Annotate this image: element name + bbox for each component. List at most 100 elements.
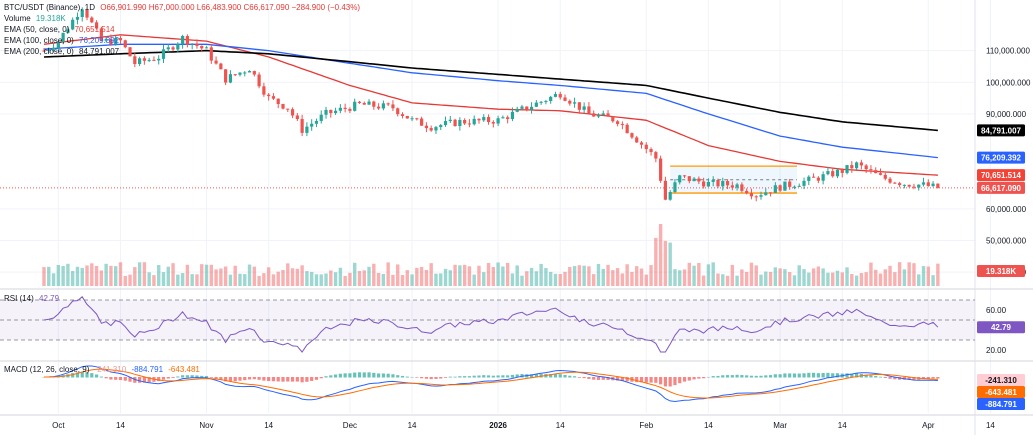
ema50-legend[interactable]: EMA (50, close, 0) 70,651.514: [4, 25, 115, 35]
volume-bar: [926, 266, 930, 286]
candle-body: [171, 47, 175, 50]
volume-bar: [663, 240, 668, 286]
macd-line: [43, 365, 938, 403]
volume-bar: [243, 274, 247, 286]
candle-body: [214, 60, 218, 64]
macd-histogram-bar: [874, 376, 878, 378]
candle-body: [357, 101, 362, 103]
macd-legend[interactable]: MACD (12, 26, close, 9) -241.310 -884.79…: [4, 365, 200, 375]
volume-bar: [147, 272, 151, 286]
candle-body: [324, 109, 328, 115]
macd-histogram-bar: [826, 372, 830, 378]
volume-bar: [238, 273, 242, 286]
macd-histogram-bar: [577, 377, 581, 378]
volume-legend[interactable]: Volume 19.318K: [4, 14, 66, 24]
macd-histogram-bar: [314, 377, 319, 380]
candle-body: [869, 169, 873, 171]
volume-bar: [47, 266, 51, 286]
volume-bar: [85, 265, 89, 286]
volume-bar: [137, 262, 142, 286]
candle-body: [788, 181, 792, 187]
ema50-label: EMA (50, close, 0): [4, 25, 70, 34]
macd-histogram-bar: [835, 373, 840, 378]
volume-bar: [740, 269, 744, 286]
candle-body: [276, 98, 280, 105]
macd-histogram-bar: [310, 377, 314, 381]
candle-body: [424, 125, 428, 129]
candle-body: [749, 193, 754, 197]
candle-body: [329, 109, 333, 114]
macd-histogram-bar: [912, 377, 916, 380]
candle-body: [94, 22, 99, 29]
volume-bar: [635, 266, 639, 286]
symbol-title[interactable]: BTC/USDT (Binance), 1D: [4, 3, 95, 12]
volume-bar: [783, 269, 787, 286]
ema200-legend[interactable]: EMA (200, close, 0) 84,791.007: [4, 47, 119, 57]
candle-body: [415, 118, 419, 120]
candle-body: [620, 123, 624, 125]
candle-body: [90, 17, 94, 23]
volume-bar: [228, 274, 233, 286]
candle-body: [228, 74, 233, 83]
last-price-badge: 66,617.090: [977, 181, 1025, 194]
volume-bar: [295, 268, 300, 286]
volume-bar: [692, 265, 696, 286]
volume-bar: [711, 262, 715, 286]
macd-histogram-bar: [568, 375, 572, 378]
volume-bar: [223, 266, 228, 286]
candle-body: [912, 186, 916, 188]
candle-body: [883, 174, 887, 179]
volume-bar: [577, 265, 582, 286]
price-tick-label: 110,000.000: [986, 47, 1030, 56]
volume-bar: [70, 271, 75, 286]
candle-body: [874, 170, 878, 174]
macd-histogram-bar: [735, 374, 739, 378]
macd-histogram-bar: [434, 377, 438, 379]
candle-body: [878, 173, 883, 175]
candle-body: [821, 174, 825, 181]
macd-histogram-bar: [463, 376, 467, 378]
candle-body: [678, 175, 682, 183]
volume-bar: [443, 268, 448, 286]
ohlc-values: O66,901.990 H67,000.000 L66,483.900 C66,…: [100, 3, 361, 12]
macd-histogram-bar: [467, 376, 472, 378]
macd-histogram-bar: [453, 376, 457, 378]
svg-text:70,651.514: 70,651.514: [981, 171, 1022, 180]
volume-bar: [787, 272, 792, 286]
candle-body: [515, 108, 519, 112]
volume-bar: [859, 273, 864, 286]
volume-bar: [735, 275, 739, 286]
ema100-legend[interactable]: EMA (100, close, 0) 76,209.392: [4, 36, 119, 46]
volume-bar: [448, 270, 452, 286]
volume-bar: [219, 268, 223, 286]
volume-bar: [281, 269, 285, 286]
volume-bar: [816, 266, 821, 286]
rsi-line: [43, 296, 939, 353]
volume-layer: [42, 224, 940, 286]
volume-bar: [701, 275, 706, 286]
macd-histogram-bar: [931, 377, 935, 379]
candle-body: [730, 185, 734, 188]
macd-hist-badge: -241.310: [977, 374, 1025, 386]
macd-histogram-bar: [128, 377, 132, 382]
macd-histogram-bar: [271, 377, 276, 382]
rsi-legend[interactable]: RSI (14) 42.79: [4, 294, 59, 304]
macd-histogram-bar: [477, 375, 481, 378]
macd-histogram-bar: [410, 376, 414, 378]
candle-body: [400, 114, 405, 116]
candle-body: [917, 184, 921, 188]
volume-bar: [247, 264, 252, 286]
macd-histogram-bar: [424, 377, 428, 379]
volume-bar: [300, 265, 304, 286]
candle-body: [840, 169, 844, 173]
volume-bar: [75, 266, 80, 286]
candles-layer: [42, 7, 940, 202]
volume-bar: [90, 263, 94, 286]
macd-histogram-bar: [821, 373, 825, 378]
macd-histogram-bar: [333, 374, 338, 378]
candle-body: [893, 182, 897, 184]
macd-histogram-bar: [606, 377, 610, 380]
candle-body: [721, 181, 725, 187]
